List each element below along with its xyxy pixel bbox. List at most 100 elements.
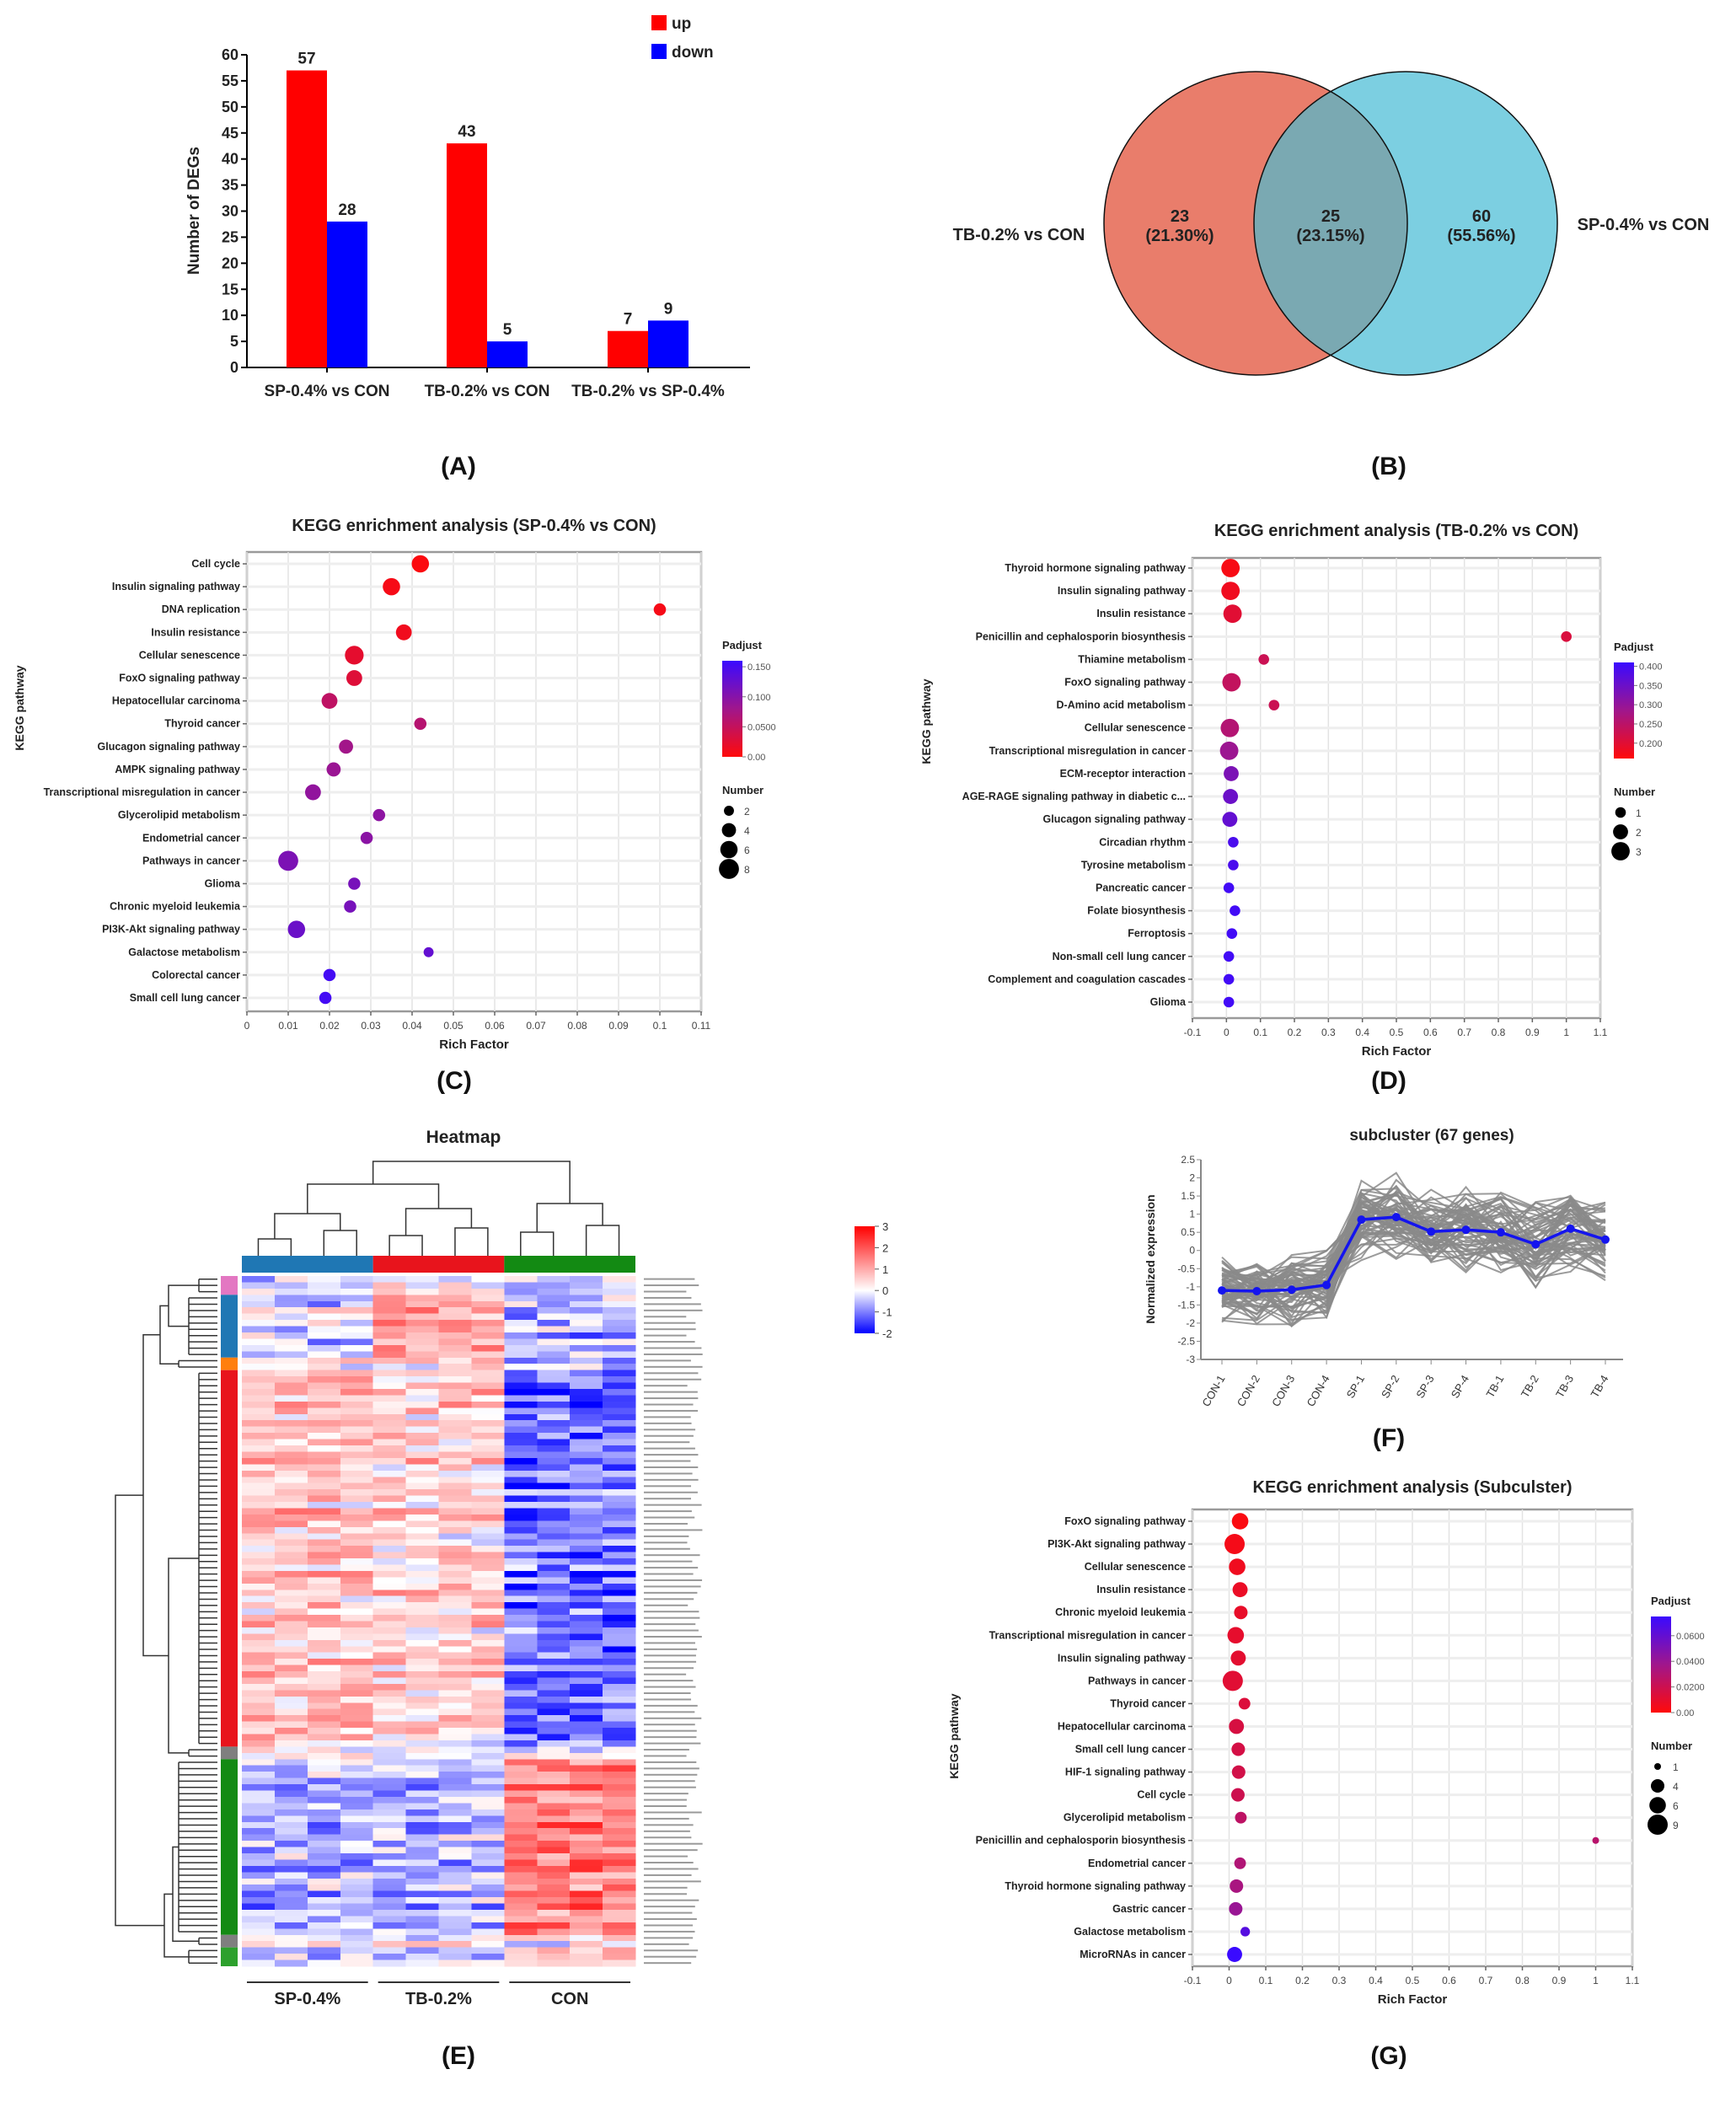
heatmap-cell bbox=[504, 1495, 538, 1503]
gene-profile-line bbox=[1221, 1188, 1606, 1326]
heatmap-cell bbox=[340, 1633, 374, 1641]
heatmap-cell bbox=[242, 1872, 276, 1879]
heatmap-cell bbox=[438, 1320, 472, 1327]
heatmap-cell bbox=[570, 1928, 603, 1936]
heatmap-cell bbox=[471, 1539, 505, 1547]
bubble-point bbox=[1222, 812, 1238, 828]
heatmap-cell bbox=[242, 1665, 276, 1672]
heatmap-cell bbox=[537, 1702, 571, 1710]
heatmap-cell bbox=[603, 1326, 636, 1333]
y-tick-label: 35 bbox=[222, 177, 238, 194]
heatmap-cell bbox=[537, 1470, 571, 1477]
heatmap-cell bbox=[504, 1457, 538, 1465]
heatmap-cell bbox=[504, 1577, 538, 1584]
heatmap-cell bbox=[307, 1307, 341, 1315]
heatmap-cell bbox=[242, 1916, 276, 1923]
heatmap-cell bbox=[537, 1627, 571, 1634]
heatmap-cell bbox=[438, 1502, 472, 1509]
heatmap-cell bbox=[274, 1708, 308, 1716]
heatmap-cell bbox=[405, 1784, 439, 1792]
heatmap-cell bbox=[537, 1351, 571, 1359]
heatmap-cell bbox=[372, 1457, 407, 1465]
heatmap-cell bbox=[372, 1859, 407, 1867]
bubble-point bbox=[1231, 1513, 1249, 1530]
dendrogram-branch bbox=[115, 1494, 164, 1927]
heatmap-cell bbox=[603, 1407, 636, 1415]
heatmap-cell bbox=[307, 1790, 341, 1798]
heatmap-cell bbox=[570, 1696, 603, 1703]
heatmap-cell bbox=[274, 1934, 308, 1942]
gene-label-mark bbox=[644, 1529, 703, 1531]
heatmap-cell bbox=[471, 1407, 505, 1415]
gene-label-mark bbox=[644, 1579, 703, 1581]
heatmap-cell bbox=[603, 1639, 636, 1647]
heatmap-cell bbox=[242, 1338, 276, 1346]
bar-down bbox=[487, 341, 528, 367]
heatmap-cell bbox=[537, 1659, 571, 1666]
heatmap-cell bbox=[340, 1809, 374, 1816]
heatmap-cell bbox=[504, 1539, 538, 1547]
heatmap-cell bbox=[537, 1608, 571, 1616]
heatmap-cell bbox=[307, 1633, 341, 1641]
heatmap-cell bbox=[438, 1947, 472, 1954]
heatmap-cell bbox=[504, 1677, 538, 1685]
pathway-label: Tyrosine metabolism bbox=[1081, 859, 1186, 871]
heatmap-cell bbox=[570, 1401, 603, 1408]
heatmap-cell bbox=[471, 1960, 505, 1967]
heatmap-cell bbox=[471, 1772, 505, 1779]
heatmap-cell bbox=[242, 1847, 276, 1854]
heatmap-cell bbox=[372, 1326, 407, 1333]
heatmap-cell bbox=[242, 1539, 276, 1547]
gene-label-mark bbox=[644, 1692, 691, 1695]
size-legend-label: 6 bbox=[1673, 1800, 1679, 1812]
heatmap-cell bbox=[307, 1608, 341, 1616]
heatmap-cell bbox=[372, 1533, 407, 1541]
heatmap-cell bbox=[307, 1590, 341, 1597]
heatmap-cell bbox=[603, 1690, 636, 1697]
heatmap-cell bbox=[570, 1897, 603, 1905]
heatmap-cell bbox=[570, 1954, 603, 1961]
heatmap-cell bbox=[603, 1570, 636, 1578]
heatmap-cell bbox=[537, 1539, 571, 1547]
x-tick-label: 0.9 bbox=[1525, 1027, 1540, 1038]
heatmap-cell bbox=[570, 1765, 603, 1772]
venn-count: 60 bbox=[1472, 207, 1491, 226]
heatmap-cell bbox=[340, 1364, 374, 1371]
mean-point bbox=[1287, 1285, 1296, 1295]
heatmap-cell bbox=[504, 1376, 538, 1384]
heatmap-cell bbox=[537, 1708, 571, 1716]
heatmap-cell bbox=[570, 1859, 603, 1867]
heatmap-cell bbox=[340, 1934, 374, 1942]
heatmap-cell bbox=[372, 1671, 407, 1679]
heatmap-cell bbox=[242, 1928, 276, 1936]
heatmap-cell bbox=[372, 1878, 407, 1885]
heatmap-cell bbox=[570, 1821, 603, 1829]
heatmap-cell bbox=[372, 1821, 407, 1829]
heatmap-cell bbox=[242, 1520, 276, 1528]
x-tick-label: 1.1 bbox=[1594, 1027, 1608, 1038]
heatmap-cell bbox=[307, 1960, 341, 1967]
heatmap-cell bbox=[405, 1338, 439, 1346]
heatmap-cell bbox=[307, 1282, 341, 1289]
gene-label-mark bbox=[644, 1328, 696, 1331]
heatmap-cell bbox=[307, 1552, 341, 1559]
size-legend-label: 6 bbox=[744, 844, 750, 856]
heatmap-cell bbox=[438, 1734, 472, 1741]
heatmap-cell bbox=[537, 1495, 571, 1503]
heatmap-cell bbox=[405, 1470, 439, 1477]
heatmap-cell bbox=[242, 1852, 276, 1860]
heatmap-cell bbox=[372, 1433, 407, 1440]
heatmap-cell bbox=[372, 1922, 407, 1929]
gene-label-mark bbox=[644, 1616, 700, 1619]
pathway-label: AGE-RAGE signaling pathway in diabetic c… bbox=[962, 791, 1186, 802]
bubble-point bbox=[653, 603, 667, 616]
pathway-label: AMPK signaling pathway bbox=[115, 764, 240, 775]
heatmap-cell bbox=[307, 1520, 341, 1528]
heatmap-cell bbox=[274, 1784, 308, 1792]
heatmap-cell bbox=[603, 1413, 636, 1421]
heatmap-cell bbox=[471, 1426, 505, 1434]
heatmap-cell bbox=[372, 1583, 407, 1590]
heatmap-cell bbox=[242, 1320, 276, 1327]
heatmap-cell bbox=[603, 1715, 636, 1723]
